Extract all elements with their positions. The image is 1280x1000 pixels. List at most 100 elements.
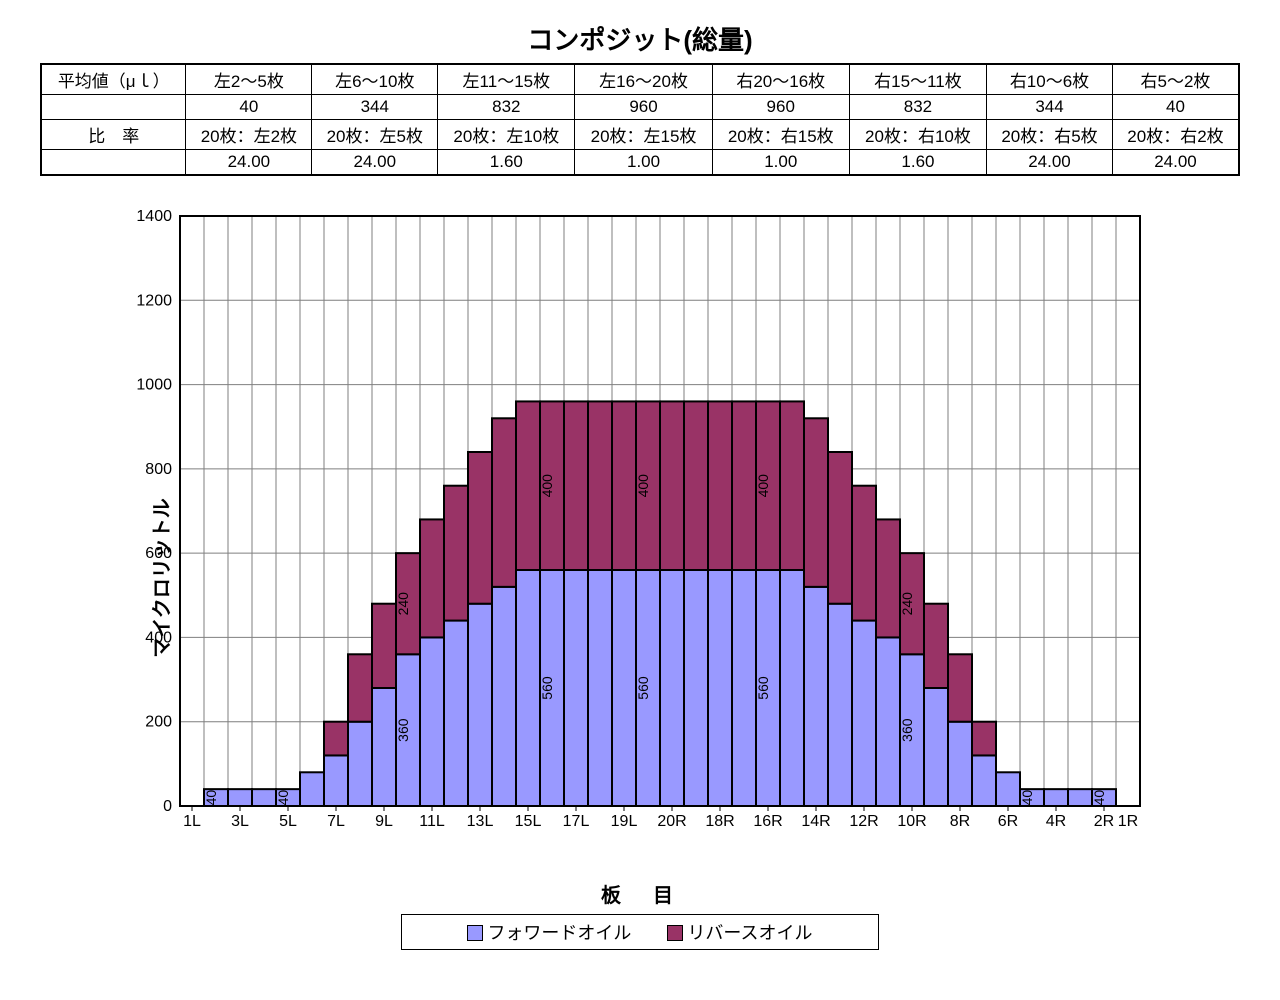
bar-reverse [684,401,708,570]
table-cell: 832 [849,95,986,120]
bar-reverse [564,401,588,570]
bar-annotation: 400 [539,474,555,498]
table-cell: 平均値（μｌ） [41,64,186,95]
bar-forward [660,570,684,806]
svg-text:7L: 7L [327,813,345,830]
svg-text:5L: 5L [279,813,297,830]
legend-swatch [467,925,483,941]
table-cell: 1.60 [438,150,575,176]
table-cell: 比 率 [41,120,186,150]
bar-forward [372,688,396,806]
table-cell: 左11～15枚 [438,64,575,95]
table-cell: 344 [987,95,1113,120]
table-cell: 40 [186,95,312,120]
table-cell: 20枚：右10枚 [849,120,986,150]
bar-annotation: 240 [899,592,915,616]
table-cell: 右20～16枚 [712,64,849,95]
bar-reverse [348,654,372,721]
summary-table: 平均値（μｌ）左2～5枚左6～10枚左11～15枚左16～20枚右20～16枚右… [40,63,1240,176]
page-title: コンポジット(総量) [20,20,1260,57]
table-cell: 20枚：右5枚 [987,120,1113,150]
table-cell: 40 [1112,95,1239,120]
table-cell: 24.00 [987,150,1113,176]
svg-text:8R: 8R [950,813,970,830]
bar-reverse [852,486,876,621]
table-cell: 右5～2枚 [1112,64,1239,95]
bar-reverse [924,604,948,688]
bar-forward [588,570,612,806]
bar-reverse [372,604,396,688]
table-cell: 1.60 [849,150,986,176]
bar-annotation: 360 [899,718,915,742]
bar-annotation: 40 [275,790,291,806]
svg-text:20R: 20R [657,813,686,830]
bar-reverse [444,486,468,621]
bar-reverse [420,519,444,637]
bar-forward [852,621,876,806]
table-cell: 960 [575,95,712,120]
legend-label: フォワードオイル [487,923,667,943]
bar-forward [468,604,492,806]
bar-forward [516,570,540,806]
svg-text:2R: 2R [1094,813,1114,830]
table-cell: 20枚：左10枚 [438,120,575,150]
table-cell: 24.00 [1112,150,1239,176]
bar-forward [1044,789,1068,806]
table-cell: 右10～6枚 [987,64,1113,95]
table-cell: 344 [312,95,438,120]
bar-forward [804,587,828,806]
bar-reverse [468,452,492,604]
svg-text:1L: 1L [183,813,201,830]
legend-swatch [667,925,683,941]
svg-text:1R: 1R [1118,813,1138,830]
bar-forward [444,621,468,806]
svg-text:3L: 3L [231,813,249,830]
bar-forward [948,722,972,806]
svg-text:1400: 1400 [136,208,172,225]
table-cell: 左2～5枚 [186,64,312,95]
table-cell: 960 [712,95,849,120]
bar-forward [780,570,804,806]
bar-forward [924,688,948,806]
svg-text:11L: 11L [419,813,445,830]
table-cell: 右15～11枚 [849,64,986,95]
svg-text:16R: 16R [753,813,782,830]
stacked-bar-chart: 02004006008001000120014001L3L5L7L9L11L13… [90,206,1170,866]
bar-forward [732,570,756,806]
svg-text:800: 800 [145,461,172,478]
chart-legend: フォワードオイル リバースオイル [401,914,879,950]
svg-text:1200: 1200 [136,292,172,309]
table-cell: 20枚：左2枚 [186,120,312,150]
bar-annotation: 360 [395,718,411,742]
bar-reverse [324,722,348,756]
svg-text:14R: 14R [801,813,830,830]
bar-reverse [804,418,828,587]
bar-forward [252,789,276,806]
table-cell: 左16～20枚 [575,64,712,95]
bar-annotation: 400 [635,474,651,498]
chart-container: マイクロリットル 02004006008001000120014001L3L5L… [90,206,1190,950]
bar-annotation: 560 [539,676,555,700]
bar-forward [300,772,324,806]
bar-annotation: 560 [755,676,771,700]
bar-reverse [732,401,756,570]
bar-forward [876,637,900,806]
svg-text:0: 0 [163,798,172,815]
table-cell: 24.00 [312,150,438,176]
bar-annotation: 560 [635,676,651,700]
bar-forward [348,722,372,806]
bar-reverse [708,401,732,570]
svg-text:12R: 12R [849,813,878,830]
bar-reverse [876,519,900,637]
bar-annotation: 40 [203,790,219,806]
table-cell [41,150,186,176]
table-cell: 1.00 [712,150,849,176]
bar-reverse [828,452,852,604]
table-cell [41,95,186,120]
bar-reverse [660,401,684,570]
bar-annotation: 40 [1091,790,1107,806]
table-cell: 20枚：右2枚 [1112,120,1239,150]
bar-reverse [492,418,516,587]
svg-text:17L: 17L [563,813,590,830]
bar-forward [420,637,444,806]
